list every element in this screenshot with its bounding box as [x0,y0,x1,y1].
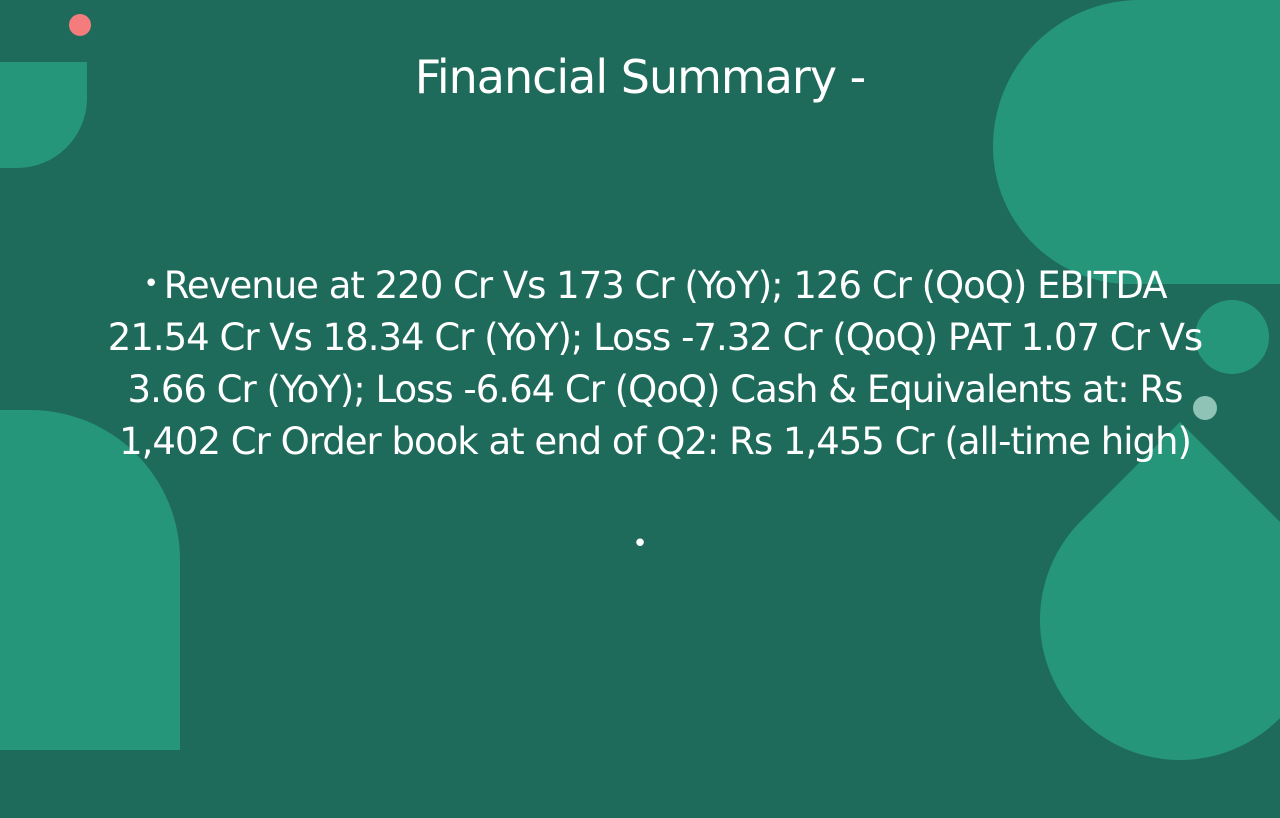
empty-bullet-item: • [0,518,1280,570]
bullet-icon: • [143,269,158,299]
bullet-list: • Revenue at 220 Cr Vs 173 Cr (YoY); 126 … [100,258,1210,468]
decorative-leaf-bottom-right [982,422,1280,818]
decorative-circle-right [1195,300,1269,374]
bullet-icon: • [632,529,648,559]
slide-title: Financial Summary - [414,50,867,104]
bullet-item: Revenue at 220 Cr Vs 173 Cr (YoY); 126 C… [107,264,1203,463]
decorative-dot-small [1193,396,1217,420]
decorative-dot-pink [69,14,91,36]
decorative-leaf-top-right [993,0,1280,284]
